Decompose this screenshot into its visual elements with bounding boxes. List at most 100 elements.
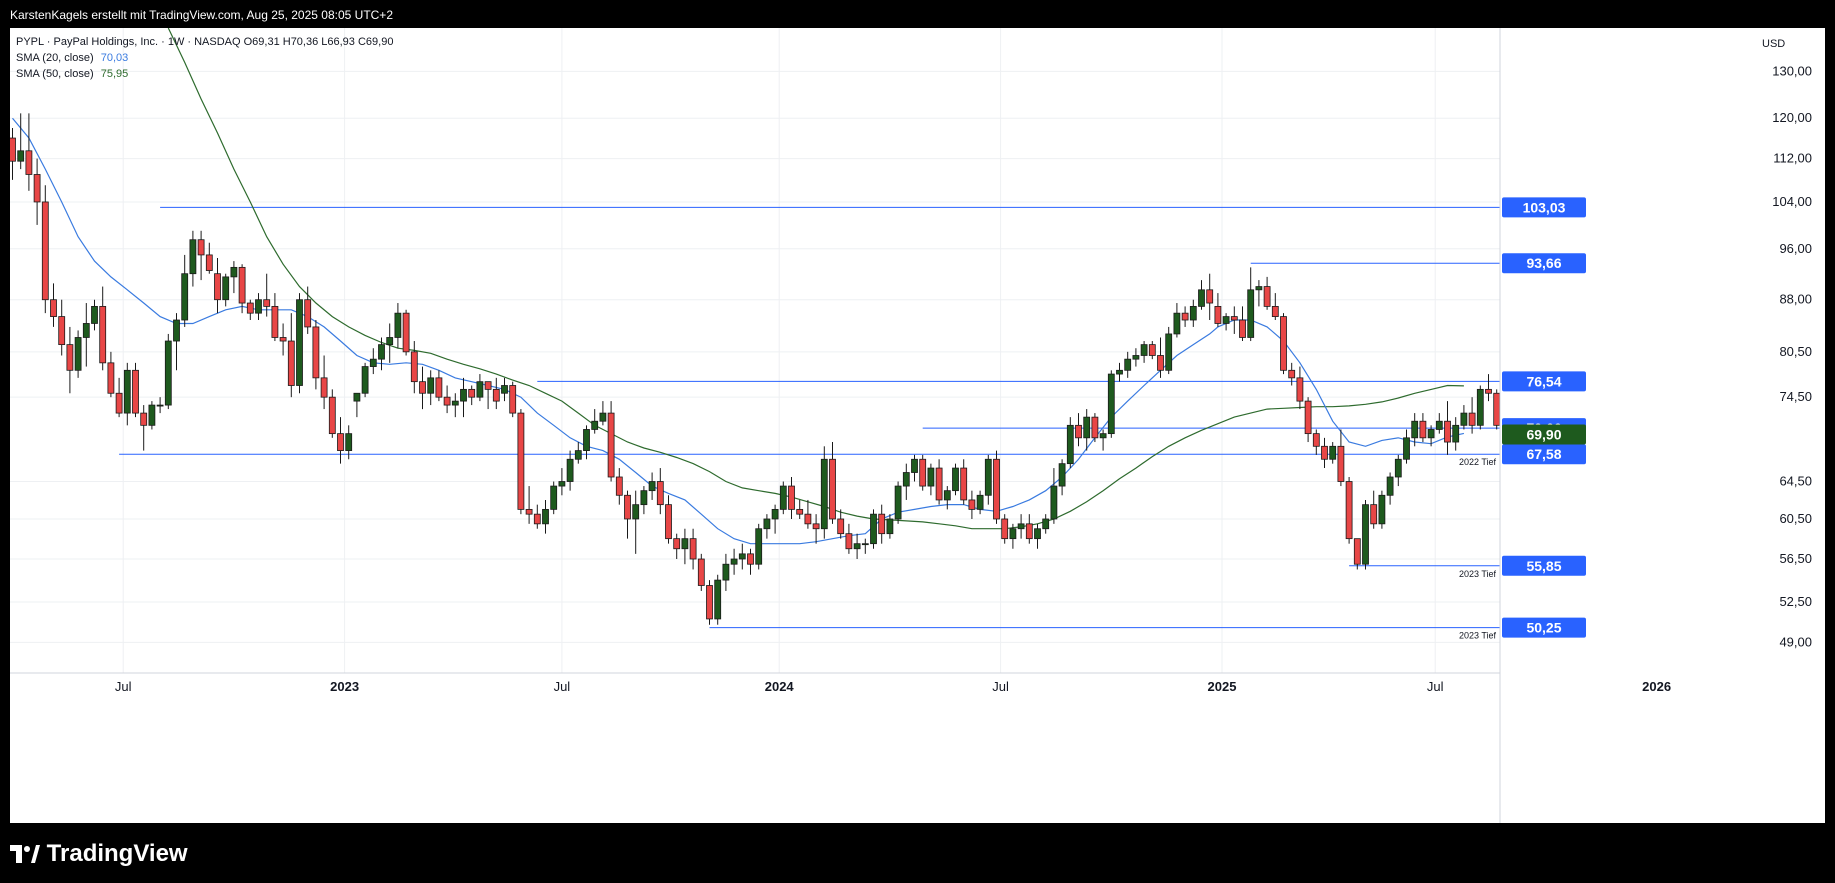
candle <box>189 230 197 287</box>
tradingview-logo-text: TradingView <box>46 840 188 867</box>
candle-body <box>993 458 1000 520</box>
candle <box>271 293 279 342</box>
candle-body <box>1485 388 1492 394</box>
candle-body <box>1157 355 1164 371</box>
candle-body <box>1034 528 1041 540</box>
currency-label[interactable]: USD <box>1762 38 1786 50</box>
candle-body <box>861 543 869 546</box>
y-tick-label: 80,50 <box>1779 344 1812 359</box>
candle-body <box>763 518 771 530</box>
candle <box>1427 425 1435 447</box>
candle-body <box>1411 420 1419 439</box>
candle <box>66 326 74 394</box>
tradingview-logo-icon <box>10 845 40 863</box>
candle-body <box>1066 424 1074 465</box>
candle <box>1025 514 1033 544</box>
candle-body <box>1378 494 1386 525</box>
candle <box>935 459 943 505</box>
tradingview-logo[interactable]: TradingView <box>10 840 188 868</box>
candle <box>1091 413 1099 443</box>
candle <box>1394 454 1402 487</box>
candle-body <box>1009 528 1017 540</box>
candle <box>419 366 426 410</box>
candle <box>222 273 230 307</box>
candle-body <box>189 239 197 275</box>
candle-body <box>771 508 779 520</box>
level-badge <box>1502 253 1586 274</box>
candle <box>1066 417 1074 469</box>
candle <box>353 392 361 418</box>
candle <box>993 450 1000 524</box>
candle-body <box>632 504 640 520</box>
candle <box>1403 429 1410 464</box>
candle <box>927 463 935 496</box>
candle <box>673 533 681 560</box>
candle-body <box>1370 504 1378 525</box>
level-note: 2022 Tief <box>1459 457 1497 467</box>
candle <box>1288 362 1296 386</box>
candle <box>296 293 303 394</box>
level-badges: 103,0393,6676,5470,6667,5855,8550,2569,9… <box>1502 197 1586 638</box>
candle-body <box>558 481 566 487</box>
sma20-value: 70,03 <box>100 52 129 64</box>
candle-body <box>1304 400 1312 435</box>
candle-body <box>1165 333 1173 371</box>
candle <box>328 389 336 438</box>
candle-body <box>164 340 172 406</box>
candle-body <box>1140 344 1148 356</box>
candle-body <box>1263 286 1271 307</box>
candle-body <box>1091 416 1099 439</box>
level-note: 2023 Tief <box>1459 631 1497 641</box>
candle <box>484 381 492 410</box>
candle <box>156 397 164 414</box>
candle <box>132 362 139 418</box>
level-badge <box>1502 371 1586 392</box>
candle-body <box>1394 458 1402 478</box>
candle-body <box>181 273 189 321</box>
candle-body <box>148 404 156 426</box>
candle <box>1189 299 1197 327</box>
level-badge <box>1502 617 1586 638</box>
candle <box>345 425 353 460</box>
candle-body <box>476 381 484 398</box>
candle-body <box>443 396 451 406</box>
candle <box>509 381 517 418</box>
sma20-label: SMA (20, close) <box>16 52 94 64</box>
candle <box>1181 306 1189 327</box>
candle <box>697 553 705 591</box>
candle-body <box>1189 305 1197 321</box>
candle <box>1107 370 1115 438</box>
candle-body <box>58 316 66 346</box>
candle-body <box>17 150 25 162</box>
candle-body <box>845 533 853 550</box>
candle <box>648 472 656 500</box>
candle <box>730 548 738 575</box>
candle <box>870 509 877 549</box>
candle <box>402 309 410 356</box>
candle-body <box>1476 388 1484 426</box>
candle-body <box>853 543 861 550</box>
candle <box>1271 293 1279 321</box>
candle <box>1485 374 1492 402</box>
candle-body <box>870 513 877 545</box>
x-tick-label: Jul <box>1427 679 1444 694</box>
sma20-legend[interactable]: SMA (20, close) 70,03 <box>16 52 128 64</box>
candle <box>1304 397 1312 443</box>
candle <box>1001 514 1009 544</box>
candle <box>427 370 435 406</box>
candle <box>615 468 623 505</box>
symbol-legend[interactable]: PYPL · PayPal Holdings, Inc. · 1W · NASD… <box>16 36 393 48</box>
candle-body <box>140 412 148 426</box>
chart-frame[interactable]: 2022 Tief 2023 Tief 2023 Tief 130,00 120,00 1… <box>10 28 1825 823</box>
candle <box>337 417 344 464</box>
candle <box>1198 280 1205 310</box>
candle-body <box>1222 316 1230 324</box>
candle <box>960 459 968 505</box>
candle-body <box>1001 518 1009 540</box>
sma50-legend[interactable]: SMA (50, close) 75,95 <box>16 68 128 80</box>
sma50-value: 75,95 <box>100 68 129 80</box>
candle-body <box>1173 312 1181 335</box>
candle-body <box>902 472 910 487</box>
candle-body <box>583 429 590 451</box>
